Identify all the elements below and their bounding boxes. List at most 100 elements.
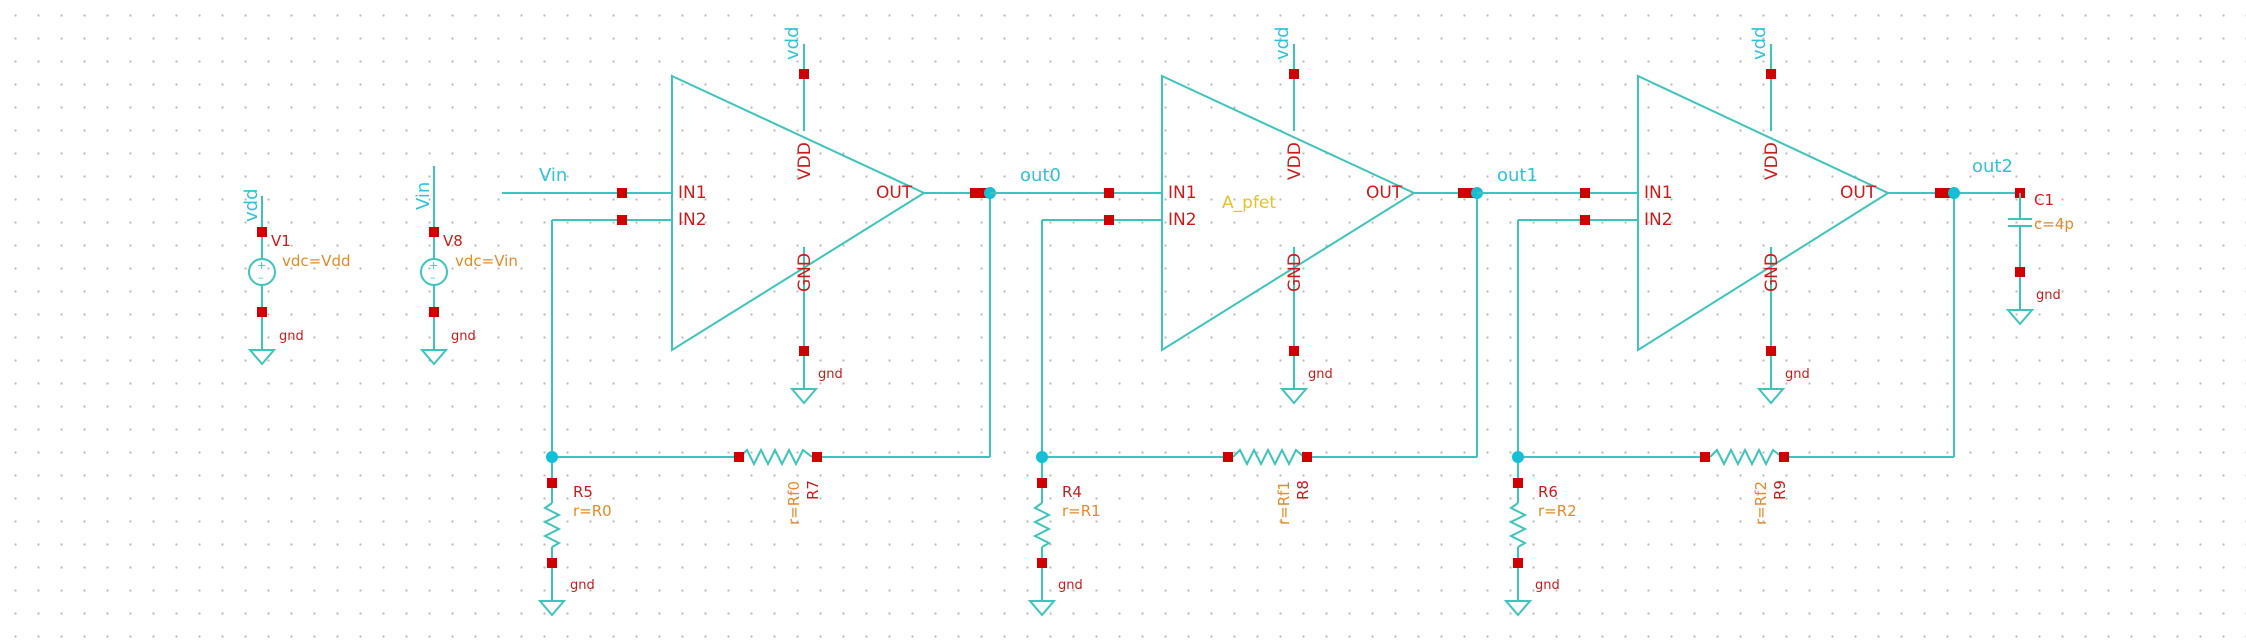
pin[interactable] bbox=[1766, 346, 1776, 356]
cell-name: A_pfet bbox=[1222, 193, 1276, 213]
pin[interactable] bbox=[257, 227, 267, 237]
pin-label-out: OUT bbox=[1840, 183, 1877, 203]
gnd-label: gnd bbox=[2036, 288, 2061, 303]
gnd-label: gnd bbox=[818, 367, 843, 382]
gnd-label: gnd bbox=[279, 329, 304, 344]
pin[interactable] bbox=[617, 215, 627, 225]
resistor-name: R4 bbox=[1062, 483, 1082, 501]
pin[interactable] bbox=[2015, 267, 2025, 277]
ground-symbol bbox=[247, 349, 277, 366]
pin[interactable] bbox=[1935, 188, 1945, 198]
pin[interactable] bbox=[1104, 188, 1114, 198]
gnd-label: gnd bbox=[1058, 578, 1083, 593]
ground-symbol bbox=[1027, 600, 1057, 617]
junction-node[interactable] bbox=[1036, 451, 1048, 463]
pin[interactable] bbox=[1289, 346, 1299, 356]
feedback-resistor-r9[interactable]: R9 r=Rf2 bbox=[1700, 447, 1789, 525]
pin[interactable] bbox=[429, 307, 439, 317]
net-label-vdd: vdd bbox=[1749, 26, 1770, 60]
pin-label-gnd: GND bbox=[795, 253, 815, 292]
pin[interactable] bbox=[812, 452, 822, 462]
gnd-label: gnd bbox=[1785, 367, 1810, 382]
resistor-value: r=Rf0 bbox=[785, 481, 803, 525]
feedback-resistor-r8[interactable]: R8 r=Rf1 bbox=[1223, 447, 1312, 525]
pin[interactable] bbox=[1779, 452, 1789, 462]
pin[interactable] bbox=[1458, 188, 1468, 198]
pin[interactable] bbox=[799, 346, 809, 356]
net-label-vin: Vin bbox=[413, 182, 434, 210]
net-label-vin: Vin bbox=[539, 165, 567, 186]
pin[interactable] bbox=[1104, 215, 1114, 225]
pin-label-vdd: VDD bbox=[795, 142, 815, 180]
pin[interactable] bbox=[1289, 69, 1299, 79]
net-label-vdd: vdd bbox=[1272, 26, 1293, 60]
resistor-value: r=R0 bbox=[573, 502, 612, 520]
amplifier-stage-3[interactable]: vdd VDD GND gnd IN1 IN2 OUT bbox=[1637, 26, 1891, 405]
pin[interactable] bbox=[1513, 478, 1523, 488]
net-label-out1: out1 bbox=[1497, 165, 1538, 186]
resistor-name: R7 bbox=[804, 480, 822, 500]
capacitor-name: C1 bbox=[2034, 191, 2054, 209]
pin[interactable] bbox=[970, 188, 980, 198]
ground-resistor-r5[interactable]: R5 r=R0 gnd bbox=[537, 478, 612, 617]
pin-label-in2: IN2 bbox=[1644, 210, 1673, 230]
wires-stage-2 bbox=[990, 192, 1478, 601]
pin[interactable] bbox=[1580, 215, 1590, 225]
pin[interactable] bbox=[1580, 188, 1590, 198]
net-label-vdd: vdd bbox=[241, 188, 262, 222]
ground-resistor-r4[interactable]: R4 r=R1 gnd bbox=[1027, 478, 1101, 617]
capacitor-value: c=4p bbox=[2034, 215, 2074, 233]
plus-icon: + bbox=[257, 259, 266, 272]
ground-symbol bbox=[1279, 388, 1309, 405]
feedback-resistor-r7[interactable]: R7 r=Rf0 bbox=[734, 447, 822, 525]
pin[interactable] bbox=[617, 188, 627, 198]
source-value: vdc=Vin bbox=[455, 252, 518, 270]
pin[interactable] bbox=[1766, 69, 1776, 79]
amplifier-stage-1[interactable]: vdd VDD GND gnd IN1 IN2 OUT bbox=[671, 26, 927, 405]
amplifier-stage-2[interactable]: vdd VDD GND gnd IN1 IN2 OUT A_pfet bbox=[1161, 26, 1417, 405]
ground-symbol bbox=[537, 600, 567, 617]
pin[interactable] bbox=[734, 452, 744, 462]
pin[interactable] bbox=[257, 307, 267, 317]
gnd-label: gnd bbox=[451, 329, 476, 344]
pin-label-in1: IN1 bbox=[1644, 183, 1673, 203]
resistor-name: R8 bbox=[1294, 480, 1312, 500]
source-v8[interactable]: + – Vin V8 vdc=Vin gnd bbox=[413, 166, 518, 366]
net-label-out0: out0 bbox=[1020, 165, 1061, 186]
pin[interactable] bbox=[799, 69, 809, 79]
ground-resistor-r6[interactable]: R6 r=R2 gnd bbox=[1503, 478, 1577, 617]
pin[interactable] bbox=[1037, 558, 1047, 568]
source-v1[interactable]: + – vdd V1 vdc=Vdd gnd bbox=[241, 188, 351, 366]
pin[interactable] bbox=[429, 227, 439, 237]
pin-label-out: OUT bbox=[876, 183, 913, 203]
pin-label-vdd: VDD bbox=[1762, 142, 1782, 180]
pin[interactable] bbox=[1700, 452, 1710, 462]
pin[interactable] bbox=[1037, 478, 1047, 488]
pin-label-in1: IN1 bbox=[1168, 183, 1197, 203]
pin[interactable] bbox=[1513, 558, 1523, 568]
pin-label-in1: IN1 bbox=[678, 183, 707, 203]
pin[interactable] bbox=[547, 558, 557, 568]
gnd-label: gnd bbox=[570, 578, 595, 593]
net-label-out2: out2 bbox=[1972, 156, 2013, 177]
resistor-name: R6 bbox=[1538, 483, 1558, 501]
resistor-value: r=R2 bbox=[1538, 502, 1577, 520]
junction-node[interactable] bbox=[1948, 187, 1960, 199]
pin-label-vdd: VDD bbox=[1285, 142, 1305, 180]
resistor-value: r=R1 bbox=[1062, 502, 1101, 520]
ground-symbol bbox=[419, 349, 449, 366]
ground-symbol bbox=[2005, 309, 2035, 326]
junction-node[interactable] bbox=[1512, 451, 1524, 463]
source-name: V8 bbox=[443, 232, 463, 250]
pin[interactable] bbox=[547, 478, 557, 488]
junction-node[interactable] bbox=[546, 451, 558, 463]
pin[interactable] bbox=[1223, 452, 1233, 462]
gnd-label: gnd bbox=[1535, 578, 1560, 593]
capacitor-c1[interactable]: out2 C1 c=4p gnd bbox=[1972, 156, 2074, 326]
wires-stage-3 bbox=[1477, 192, 2020, 601]
wires-stage-1 bbox=[502, 192, 991, 601]
minus-icon: – bbox=[258, 271, 264, 284]
pin[interactable] bbox=[1302, 452, 1312, 462]
pin-label-gnd: GND bbox=[1285, 253, 1305, 292]
